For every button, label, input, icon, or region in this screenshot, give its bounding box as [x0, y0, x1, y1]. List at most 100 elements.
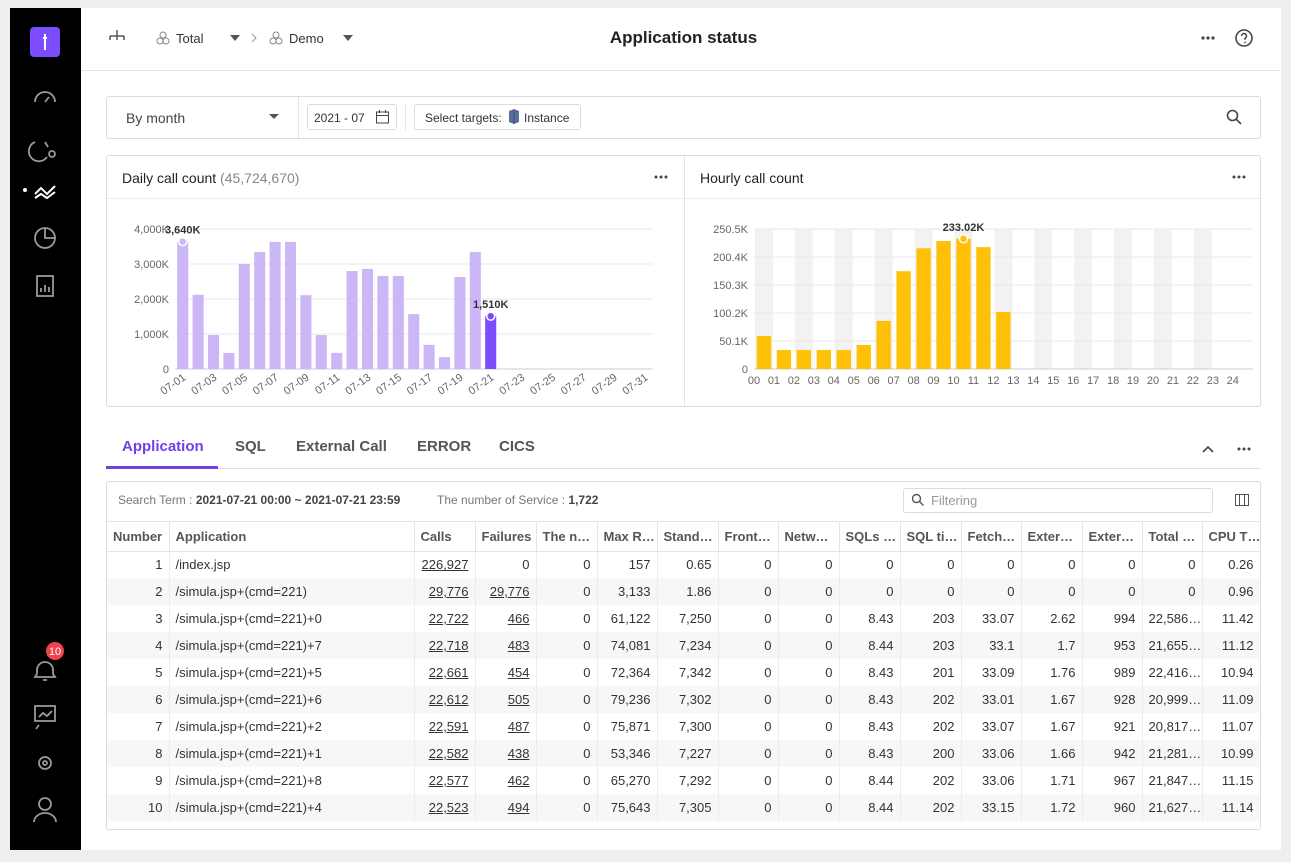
- nav-messages[interactable]: [34, 705, 56, 722]
- more-menu[interactable]: [1201, 36, 1215, 40]
- nav-settings[interactable]: [38, 756, 52, 770]
- column-header: CPU T…: [1202, 522, 1260, 552]
- calendar-icon: [376, 110, 389, 124]
- nav-profile[interactable]: [38, 797, 52, 811]
- table-cell: 0.65: [657, 551, 719, 578]
- header-divider: [81, 70, 1281, 71]
- x-tick-label: 07-23: [497, 372, 527, 398]
- table-cell[interactable]: 483: [475, 632, 537, 659]
- bar: [796, 349, 812, 369]
- x-tick-label: 07-03: [189, 372, 219, 398]
- nav-active-dot: [23, 188, 27, 192]
- tab[interactable]: External Call: [296, 438, 387, 455]
- chart-menu[interactable]: [1230, 170, 1250, 184]
- table-cell: 0: [718, 713, 779, 740]
- table-cell[interactable]: 466: [475, 605, 537, 632]
- nav-report-bars: [40, 285, 50, 292]
- bar: [776, 349, 792, 369]
- dropdown-caret[interactable]: [343, 35, 353, 41]
- column-header: Exter…: [1021, 522, 1083, 552]
- y-tick-label: 4,000K: [134, 224, 170, 236]
- logo-glyph: [43, 34, 47, 50]
- table-cell[interactable]: 438: [475, 740, 537, 767]
- tab[interactable]: Application: [122, 438, 204, 455]
- table-cell[interactable]: 505: [475, 686, 537, 713]
- table-cell: 0: [718, 686, 779, 713]
- hierarchy-icon[interactable]: [109, 30, 125, 40]
- nav-monitor[interactable]: [27, 141, 49, 163]
- value-label: 233.02K: [943, 222, 985, 234]
- dropdown-caret[interactable]: [230, 35, 240, 41]
- x-tick-label: 01: [768, 375, 780, 387]
- tab-menu[interactable]: [1237, 447, 1251, 451]
- tab[interactable]: CICS: [499, 438, 535, 455]
- table-cell[interactable]: 22,582: [414, 740, 476, 767]
- nav-monitor-gear: [48, 150, 56, 158]
- table-cell: 7,300: [657, 713, 719, 740]
- nav-dashboard[interactable]: [34, 91, 56, 103]
- table-cell[interactable]: 487: [475, 713, 537, 740]
- target-button[interactable]: [414, 104, 581, 130]
- bar: [438, 357, 451, 369]
- table-cell: 0: [778, 794, 840, 821]
- table-cell[interactable]: 22,612: [414, 686, 476, 713]
- table-cell: 0.26: [1202, 551, 1260, 578]
- search-icon[interactable]: [1226, 109, 1242, 125]
- column-header: Fetch…: [961, 522, 1022, 552]
- table-cell: 202: [900, 713, 962, 740]
- x-tick-label: 07-25: [528, 372, 558, 398]
- breadcrumb-item[interactable]: Total: [176, 31, 204, 46]
- nav-alerts[interactable]: [33, 661, 57, 681]
- table-cell[interactable]: 29,776: [414, 578, 476, 605]
- collapse-button[interactable]: [1202, 445, 1214, 453]
- column-header: Number: [107, 522, 170, 552]
- tab-indicator: [106, 466, 218, 469]
- table-cell[interactable]: 29,776: [475, 578, 537, 605]
- help-button[interactable]: [1235, 29, 1253, 47]
- table-cell: 202: [900, 767, 962, 794]
- tab[interactable]: SQL: [235, 438, 266, 455]
- table-cell[interactable]: 22,722: [414, 605, 476, 632]
- bar: [976, 247, 991, 369]
- table-cell[interactable]: 22,591: [414, 713, 476, 740]
- bar: [315, 335, 327, 369]
- table-cell[interactable]: 462: [475, 767, 537, 794]
- table-cell: 8.43: [839, 713, 901, 740]
- table-wrap: Number Application Calls Failures The n… Max …: [107, 521, 1260, 829]
- period-select[interactable]: By month: [126, 110, 186, 126]
- table-cell: 61,122: [597, 605, 658, 632]
- column-header: Stand…: [657, 522, 719, 552]
- breadcrumb-item[interactable]: Demo: [289, 31, 324, 46]
- y-tick-label: 250.5K: [713, 224, 749, 236]
- table-cell[interactable]: 454: [475, 659, 537, 686]
- chart-panel: [106, 155, 1261, 407]
- table-cell: 8.44: [839, 794, 901, 821]
- table-cell[interactable]: 22,577: [414, 767, 476, 794]
- chart-menu[interactable]: [652, 170, 672, 184]
- column-header: Max R…: [597, 522, 658, 552]
- column-header: The n…: [536, 522, 598, 552]
- sidebar: 10: [10, 8, 81, 850]
- table-cell[interactable]: 226,927: [414, 551, 476, 578]
- nav-report[interactable]: [36, 275, 54, 297]
- table-cell[interactable]: 494: [475, 794, 537, 821]
- search-term: Search Term : 2021-07-21 00:00 ~ 2021-07…: [118, 493, 400, 507]
- service-value: 1,722: [568, 493, 599, 507]
- bar: [238, 264, 250, 369]
- table-cell[interactable]: 22,718: [414, 632, 476, 659]
- target-value: Instance: [524, 111, 570, 125]
- x-tick-label: 03: [808, 375, 820, 387]
- column-header: Exter…: [1082, 522, 1143, 552]
- table-cell: 75,643: [597, 794, 658, 821]
- table-cell[interactable]: 22,523: [414, 794, 476, 821]
- x-tick-label: 00: [748, 375, 760, 387]
- table-cell: 0: [536, 605, 598, 632]
- nav-analysis[interactable]: [34, 185, 56, 200]
- table-cell: 0: [718, 659, 779, 686]
- bar: [207, 335, 220, 369]
- columns-icon[interactable]: [1234, 492, 1250, 508]
- table-cell[interactable]: 22,661: [414, 659, 476, 686]
- date-picker[interactable]: [307, 104, 397, 130]
- tab[interactable]: ERROR: [417, 438, 472, 455]
- filter-input[interactable]: [903, 488, 1213, 513]
